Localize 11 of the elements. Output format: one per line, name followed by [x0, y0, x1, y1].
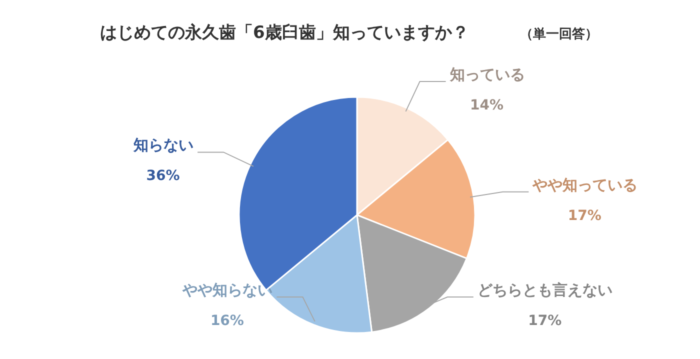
slice-label: どちらとも言えない: [477, 281, 612, 299]
data-label: 36%: [146, 168, 180, 184]
data-label: 17%: [568, 208, 602, 224]
slice-label: 知っている: [448, 66, 525, 84]
data-label: 16%: [210, 313, 244, 329]
slice-label: 知らない: [132, 136, 194, 154]
chart-subtitle: （単一回答）: [520, 27, 598, 42]
data-label: 14%: [470, 98, 504, 114]
data-label: 17%: [528, 313, 562, 329]
chart-title: はじめての永久歯「6歳臼歯」知っていますか？: [100, 23, 469, 43]
slice-label: やや知っている: [532, 176, 638, 194]
